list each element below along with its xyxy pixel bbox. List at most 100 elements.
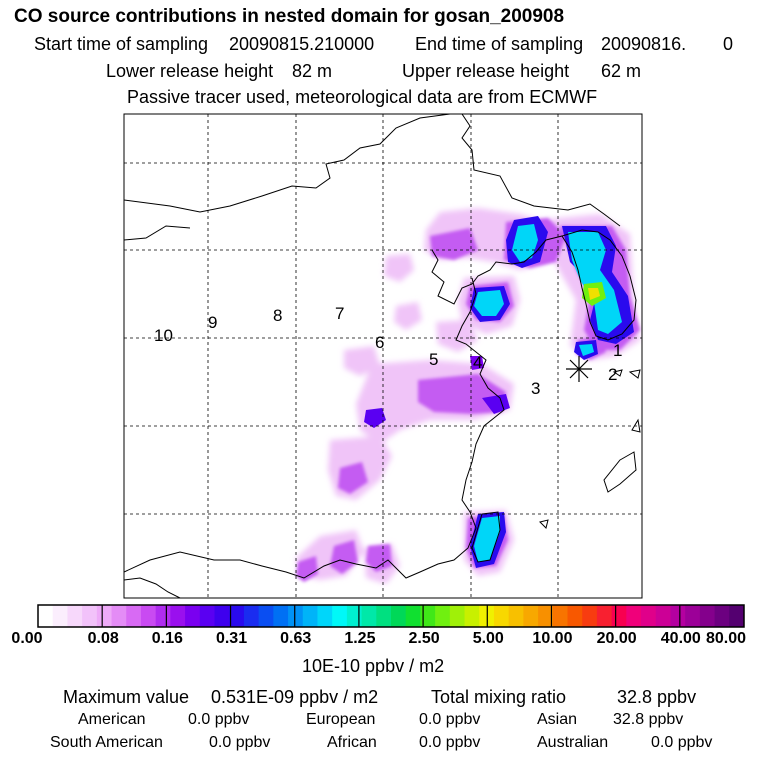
colorbar-cell [420,605,436,627]
plume-core-layer [364,216,634,568]
concentration-map: 1 2 3 4 5 6 7 8 9 10 [123,113,643,599]
region-african-value: 0.0 ppbv [419,734,481,751]
colorbar-cell [111,605,127,627]
colorbar-cell [185,605,201,627]
trajectory-label-1: 1 [613,341,622,360]
colorbar-cell [552,605,568,627]
colorbar-tick-label: 0.31 [215,630,248,647]
colorbar-cell [361,605,377,627]
region-african-name: African [327,734,377,751]
region-european-value: 0.0 ppbv [419,711,481,728]
trajectory-label-9: 9 [208,313,217,332]
trajectory-label-8: 8 [273,306,282,325]
colorbar-cell [626,605,642,627]
colorbar-cell [523,605,539,627]
colorbar-cell [332,605,348,627]
colorbar-tick-label: 0.08 [87,630,119,647]
map-frame [123,113,643,599]
region-australian-value: 0.0 ppbv [651,734,713,751]
colorbar-frame [37,604,745,628]
colorbar-cell [641,605,657,627]
total-mixing-label: Total mixing ratio [431,687,567,707]
colorbar-tick-label: 1.25 [344,630,376,647]
colorbar-cell [52,605,68,627]
chart-title: CO source contributions in nested domain… [14,6,565,27]
trajectory-label-3: 3 [531,379,540,398]
colorbar-cell [258,605,274,627]
colorbar-cell [317,605,333,627]
colorbar-cell [582,605,598,627]
trajectory-label-5: 5 [429,350,438,369]
end-time-label: End time of sampling [415,34,584,54]
trajectory-label-2: 2 [608,365,617,384]
start-time-value: 20090815.210000 [229,34,375,54]
end-time-value: 20090816. [601,34,687,54]
colorbar-cell [82,605,98,627]
max-value: 0.531E-09 ppbv / m2 [211,687,379,707]
colorbar-cell [288,605,304,627]
colorbar-tick-label: 0.16 [151,630,183,647]
colorbar-cell [596,605,613,627]
colorbar-cell [435,605,451,627]
trajectory-label-6: 6 [375,333,384,352]
colorbar-tick-label: 2.50 [408,630,440,647]
max-value-label: Maximum value [63,687,190,707]
colorbar-cell [538,605,554,627]
colorbar-tick-label: 0.00 [11,630,43,647]
region-south-american-value: 0.0 ppbv [209,734,271,751]
total-mixing-value: 32.8 ppbv [617,687,697,707]
region-american-name: American [78,711,146,728]
colorbar-cell [199,605,215,627]
colorbar-tick-label: 0.63 [280,630,312,647]
colorbar-cell [346,605,363,627]
colorbar-cell [140,605,157,627]
colorbar-cell [229,605,245,627]
colorbar-tick-label: 5.00 [472,630,504,647]
colorbar-cell [170,605,186,627]
trajectory-labels: 1 2 3 4 5 6 7 8 9 10 [154,304,622,398]
colorbar-cell [302,605,318,627]
colorbar-cell [38,605,54,627]
receptor-star-icon [566,356,592,382]
colorbar-cell [670,605,686,627]
colorbar-cell [655,605,671,627]
start-time-label: Start time of sampling [34,34,209,54]
region-american-value: 0.0 ppbv [188,711,250,728]
colorbar-cell [493,605,510,627]
trajectory-label-7: 7 [335,304,344,323]
region-south-american-name: South American [50,734,163,751]
colorbar-cell [611,605,627,627]
region-european-name: European [306,711,376,728]
colorbar-tick-label: 20.00 [596,630,637,647]
colorbar-tick-label: 80.00 [705,630,747,647]
colorbar-unit: 10E-10 ppbv / m2 [302,656,445,676]
end-time-value-hour: 0 [723,34,734,54]
trajectory-label-4: 4 [473,353,482,372]
region-australian-name: Australian [537,734,609,751]
colorbar-cell [464,605,480,627]
colorbar-cell [96,605,113,627]
lower-height-label: Lower release height [106,61,274,81]
region-asian-name: Asian [537,711,578,728]
colorbar-cell [405,605,421,627]
colorbar-cell [243,605,260,627]
colorbar-cell [67,605,83,627]
colorbar [37,604,745,628]
colorbar-cell [567,605,583,627]
trajectory-label-10: 10 [154,326,173,345]
colorbar-cell [273,605,289,627]
upper-height-value: 62 m [601,61,642,81]
colorbar-cell [449,605,466,627]
map-grid [124,114,642,598]
region-asian-value: 32.8 ppbv [613,711,684,728]
upper-height-label: Upper release height [402,61,570,81]
colorbar-cell [685,605,701,627]
colorbar-cell [508,605,524,627]
lower-height-value: 82 m [292,61,333,81]
colorbar-cell [376,605,392,627]
coastlines [124,114,641,598]
colorbar-cell [729,605,745,627]
colorbar-cell [714,605,730,627]
tracer-note: Passive tracer used, meteorological data… [127,87,598,107]
colorbar-cell [155,605,171,627]
